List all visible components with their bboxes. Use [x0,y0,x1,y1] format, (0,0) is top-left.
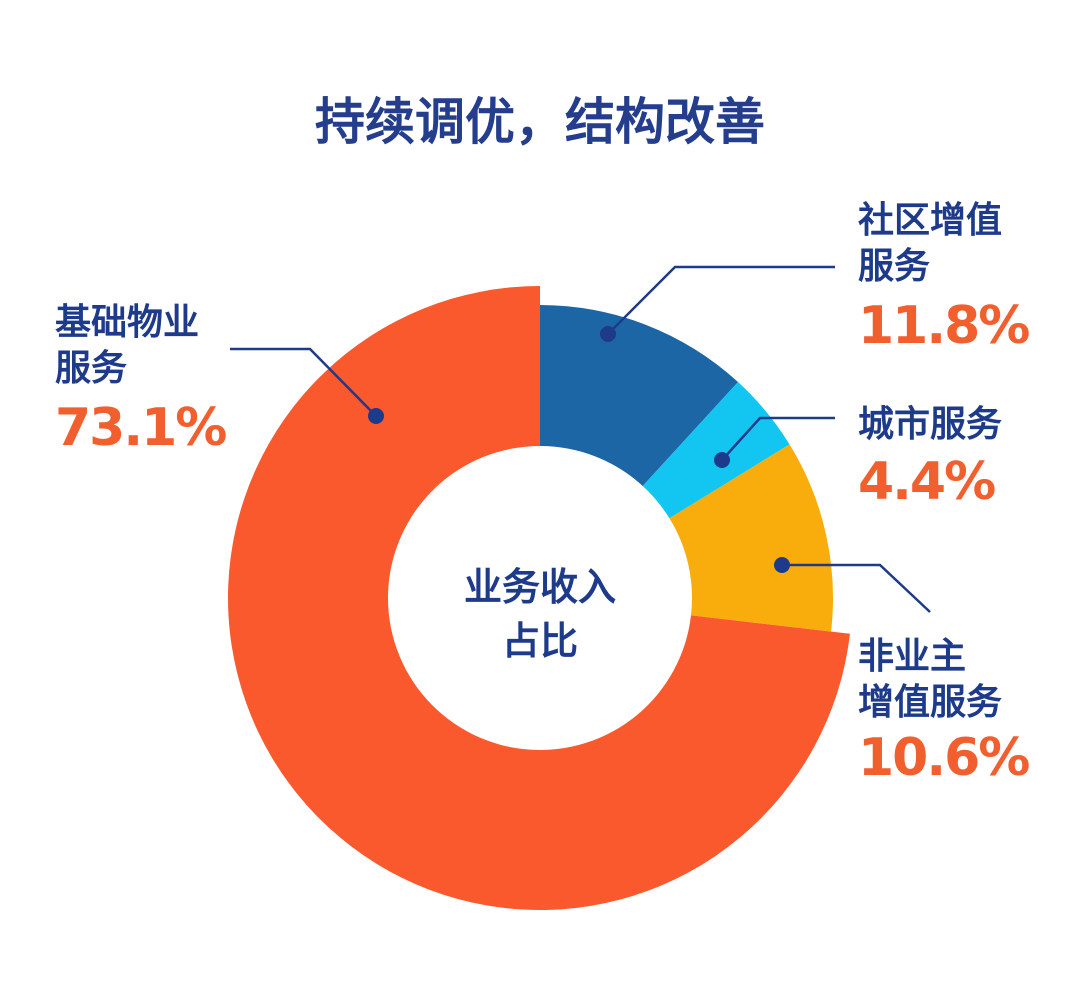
leader-dot [368,408,384,424]
category-label: 社区增值 服务 [858,200,1003,287]
donut-slice [642,382,790,519]
donut-slice [669,444,833,632]
donut-slice [540,305,739,486]
value-label: 11.8% [858,296,1030,356]
category-label: 城市服务 [858,404,1003,445]
value-label: 10.6% [858,728,1030,788]
category-label: 非业主 增值服务 [858,636,1003,723]
category-label: 基础物业 服务 [55,302,200,389]
donut-slice [228,286,850,911]
leader-dot [714,452,730,468]
leader-line [230,347,377,417]
leader-line [782,563,931,613]
leader-dot [600,326,616,342]
center-label: 业务收入 占比 [463,565,616,663]
value-label: 73.1% [55,398,227,458]
value-label: 4.4% [858,452,996,512]
leader-line [607,265,835,335]
chart-title: 持续调优，结构改善 [315,93,765,151]
leader-line [721,416,835,461]
leader-dot [774,557,790,573]
